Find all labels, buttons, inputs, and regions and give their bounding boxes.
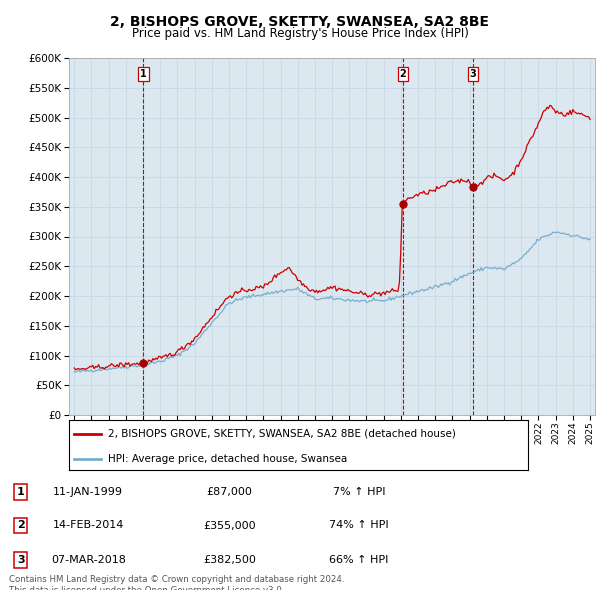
- Text: 3: 3: [469, 69, 476, 79]
- Text: 2: 2: [400, 69, 406, 79]
- Text: £87,000: £87,000: [206, 487, 253, 497]
- Text: 07-MAR-2018: 07-MAR-2018: [51, 555, 126, 565]
- Text: 2, BISHOPS GROVE, SKETTY, SWANSEA, SA2 8BE (detached house): 2, BISHOPS GROVE, SKETTY, SWANSEA, SA2 8…: [108, 429, 456, 439]
- Text: 74% ↑ HPI: 74% ↑ HPI: [329, 520, 389, 530]
- Text: Price paid vs. HM Land Registry's House Price Index (HPI): Price paid vs. HM Land Registry's House …: [131, 27, 469, 40]
- Text: £382,500: £382,500: [203, 555, 256, 565]
- Text: 3: 3: [17, 555, 25, 565]
- Text: 2: 2: [17, 520, 25, 530]
- Text: 2, BISHOPS GROVE, SKETTY, SWANSEA, SA2 8BE: 2, BISHOPS GROVE, SKETTY, SWANSEA, SA2 8…: [110, 15, 490, 29]
- Text: 1: 1: [17, 487, 25, 497]
- Text: 7% ↑ HPI: 7% ↑ HPI: [332, 487, 385, 497]
- Text: HPI: Average price, detached house, Swansea: HPI: Average price, detached house, Swan…: [108, 454, 347, 464]
- Text: 1: 1: [140, 69, 147, 79]
- Text: Contains HM Land Registry data © Crown copyright and database right 2024.
This d: Contains HM Land Registry data © Crown c…: [9, 575, 344, 590]
- Text: 14-FEB-2014: 14-FEB-2014: [53, 520, 124, 530]
- Text: 11-JAN-1999: 11-JAN-1999: [53, 487, 124, 497]
- Text: £355,000: £355,000: [203, 520, 256, 530]
- Text: 66% ↑ HPI: 66% ↑ HPI: [329, 555, 388, 565]
